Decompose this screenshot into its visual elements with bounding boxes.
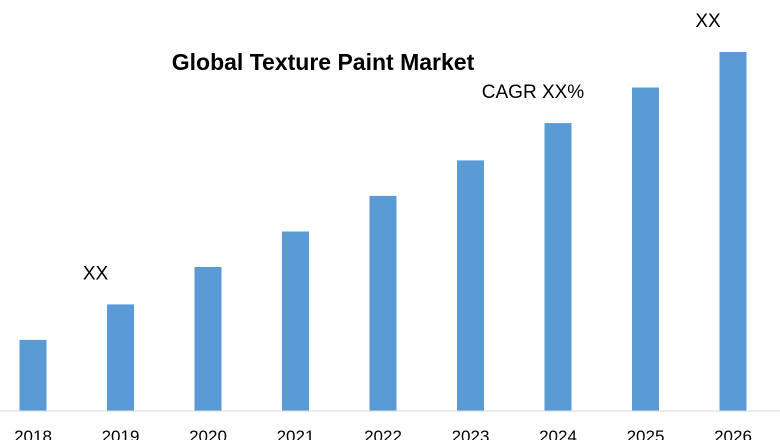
- x-tick-label-2026: 2026: [714, 427, 752, 440]
- bar-2023: [457, 160, 484, 411]
- x-tick-label-2025: 2025: [627, 427, 665, 440]
- bar-2025: [632, 87, 659, 411]
- annotations-group: XX CAGR XX% XX: [83, 11, 721, 284]
- annotation-1: CAGR XX%: [482, 82, 585, 103]
- bars-group: [19, 52, 747, 411]
- x-tick-label-2021: 2021: [277, 427, 315, 440]
- x-tick-labels: 2018 2019 2020 2021 2022 2023 2024 2025 2026: [14, 427, 752, 440]
- bar-2019: [107, 304, 134, 411]
- bar-2022: [369, 195, 397, 411]
- x-tick-label-2023: 2023: [452, 427, 490, 440]
- x-tick-label-2024: 2024: [539, 427, 577, 440]
- x-tick-label-2022: 2022: [364, 427, 402, 440]
- bar-2026: [719, 52, 747, 411]
- bar-2020: [194, 267, 222, 411]
- x-tick-label-2019: 2019: [102, 427, 140, 440]
- bar-2021: [282, 231, 309, 411]
- chart-title: Global Texture Paint Market: [172, 49, 475, 75]
- bar-2018: [19, 339, 47, 411]
- annotation-2: XX: [695, 11, 721, 32]
- x-tick-label-2018: 2018: [14, 427, 52, 440]
- annotation-0: XX: [83, 263, 109, 284]
- x-tick-label-2020: 2020: [189, 427, 227, 440]
- bar-2024: [544, 123, 572, 411]
